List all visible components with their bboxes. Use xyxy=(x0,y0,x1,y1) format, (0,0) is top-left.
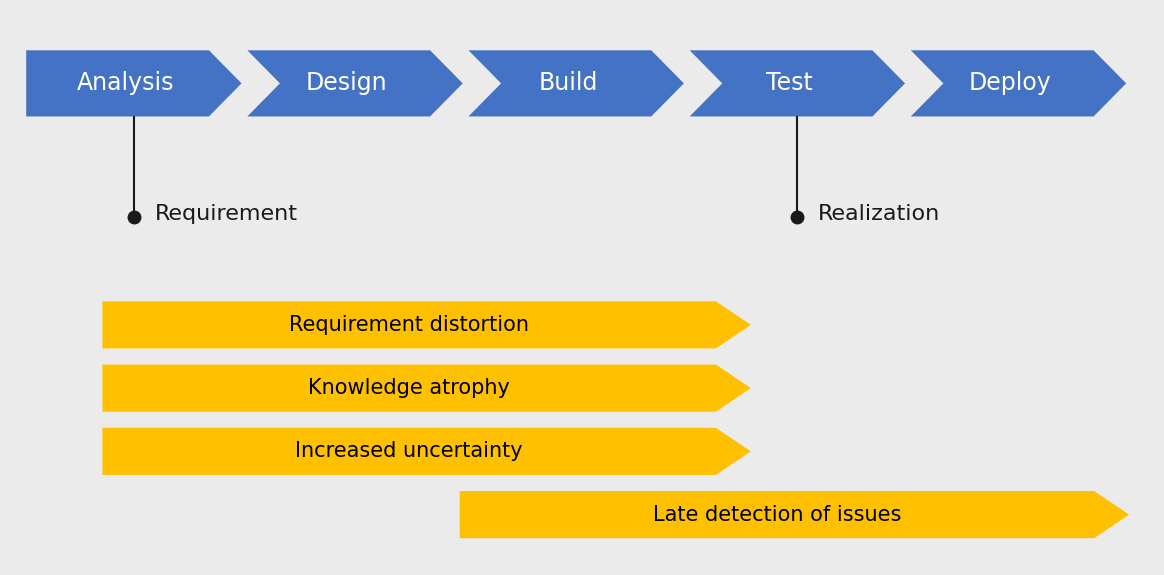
Text: Build: Build xyxy=(538,71,598,95)
Text: Late detection of issues: Late detection of issues xyxy=(653,505,901,524)
Polygon shape xyxy=(247,50,462,116)
Text: Test: Test xyxy=(766,71,812,95)
Polygon shape xyxy=(460,491,1129,538)
Polygon shape xyxy=(468,50,683,116)
Polygon shape xyxy=(689,50,904,116)
Text: Design: Design xyxy=(306,71,388,95)
Polygon shape xyxy=(102,365,751,412)
Text: Increased uncertainty: Increased uncertainty xyxy=(296,442,523,461)
Polygon shape xyxy=(910,50,1126,116)
Text: Analysis: Analysis xyxy=(77,71,175,95)
Polygon shape xyxy=(26,50,241,116)
Text: Requirement distortion: Requirement distortion xyxy=(289,315,530,335)
Text: Knowledge atrophy: Knowledge atrophy xyxy=(308,378,510,398)
Text: Requirement: Requirement xyxy=(155,205,298,224)
Text: Realization: Realization xyxy=(818,205,941,224)
Polygon shape xyxy=(102,301,751,348)
Text: Deploy: Deploy xyxy=(968,71,1052,95)
Polygon shape xyxy=(102,428,751,475)
